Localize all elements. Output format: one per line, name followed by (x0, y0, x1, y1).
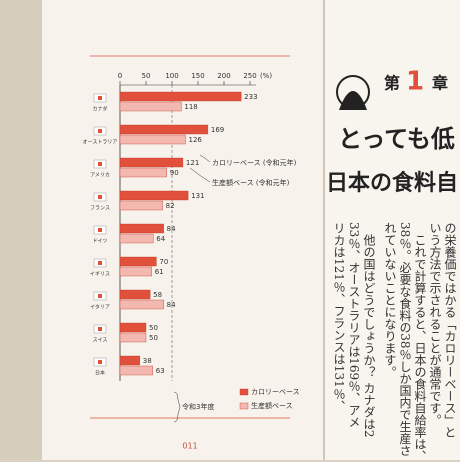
value-label: 84 (167, 225, 176, 233)
bar (119, 124, 209, 135)
bar (119, 101, 182, 112)
bar (119, 233, 154, 244)
category-label: スイス (93, 338, 108, 344)
flag-icon (98, 261, 102, 265)
flag-icon (98, 129, 102, 133)
annotation-brace (173, 391, 181, 423)
body-column: これで計算すると、日本の食料自給率は、 (413, 234, 427, 462)
body-column: リカは121％、フランスは131％、 (332, 222, 346, 412)
body-column: 38％。必要な食料の38％しか国内で生産さ (398, 222, 412, 457)
x-tick-label: 100 (165, 72, 178, 80)
x-tick-label: 50 (142, 72, 151, 80)
value-label: 121 (186, 159, 199, 167)
flag-icon (98, 195, 102, 199)
flag-icon (98, 96, 102, 100)
value-label: 61 (155, 268, 164, 276)
bar (119, 167, 167, 178)
value-label: 169 (211, 126, 224, 134)
flag-icon (98, 162, 102, 166)
legend-label: 生産額ベース (251, 401, 293, 410)
value-label: 64 (156, 235, 165, 243)
page-number: 011 (182, 442, 197, 451)
value-label: 118 (184, 103, 197, 111)
body-column: いう方法で示されることが通常です。 (428, 222, 442, 426)
flag-icon (98, 294, 102, 298)
bar (119, 157, 184, 168)
left-page (42, 0, 324, 460)
heading: とっても低 (338, 125, 455, 153)
bar (119, 190, 189, 201)
body-column: の栄養価ではかる「カロリーベース」と (443, 222, 457, 438)
annotation: 生産額ベース (令和元年) (212, 178, 290, 187)
heading: 日本の食料自 (326, 170, 458, 196)
value-label: 50 (149, 324, 158, 332)
annotation-leader (199, 154, 211, 163)
bar (119, 355, 140, 366)
annotation-leader (189, 167, 211, 183)
bar (119, 332, 147, 343)
chapter-prefix: 第 (384, 74, 400, 93)
face-hair (339, 91, 367, 110)
value-label: 84 (167, 301, 176, 309)
value-label: 131 (191, 192, 204, 200)
bar (119, 299, 164, 310)
body-column: 他の国はどうでしょうか？ カナダは2 (362, 234, 376, 438)
flag-icon (98, 327, 102, 331)
x-tick-label: 0 (118, 72, 122, 80)
flag-icon (98, 228, 102, 232)
category-label: 日本 (95, 370, 105, 377)
chapter-suffix: 章 (432, 74, 448, 93)
flag-icon (98, 360, 102, 364)
value-label: 233 (244, 93, 257, 101)
chapter-number: 1 (406, 67, 424, 97)
bar (119, 134, 186, 145)
bar (119, 322, 147, 333)
value-label: 58 (153, 291, 162, 299)
category-label: カナダ (92, 106, 107, 113)
value-label: 82 (166, 202, 175, 210)
bar (119, 256, 157, 267)
x-tick-label: 150 (191, 72, 204, 80)
value-label: 63 (156, 367, 165, 375)
legend-swatch (239, 388, 249, 396)
category-label: アメリカ (90, 173, 110, 179)
legend-swatch (239, 402, 249, 410)
body-column: 33％、オーストラリアは169％、アメ (347, 222, 361, 429)
bar (119, 365, 153, 376)
value-label: 90 (170, 169, 179, 177)
x-tick-label: 250 (243, 72, 256, 80)
body-column: れていないことになります。 (383, 222, 397, 378)
annotation: カロリーベース (令和元年) (212, 158, 297, 167)
category-label: ドイツ (92, 239, 107, 245)
annotation: 令和3年度 (182, 402, 214, 411)
value-label: 70 (159, 258, 168, 266)
bar (119, 200, 163, 211)
bar (119, 223, 164, 234)
category-label: イギリス (90, 272, 110, 278)
legend-label: カロリーベース (251, 388, 300, 396)
category-label: オーストラリア (83, 140, 118, 146)
value-label: 126 (189, 136, 203, 144)
bar (119, 91, 242, 102)
bar (119, 266, 152, 277)
x-tick-label: 200 (217, 72, 230, 80)
value-label: 38 (143, 357, 152, 365)
value-label: 50 (149, 334, 158, 342)
bar (119, 289, 151, 300)
x-label: (%) (260, 72, 272, 80)
category-label: イタリア (90, 304, 110, 311)
category-label: フランス (90, 206, 110, 212)
